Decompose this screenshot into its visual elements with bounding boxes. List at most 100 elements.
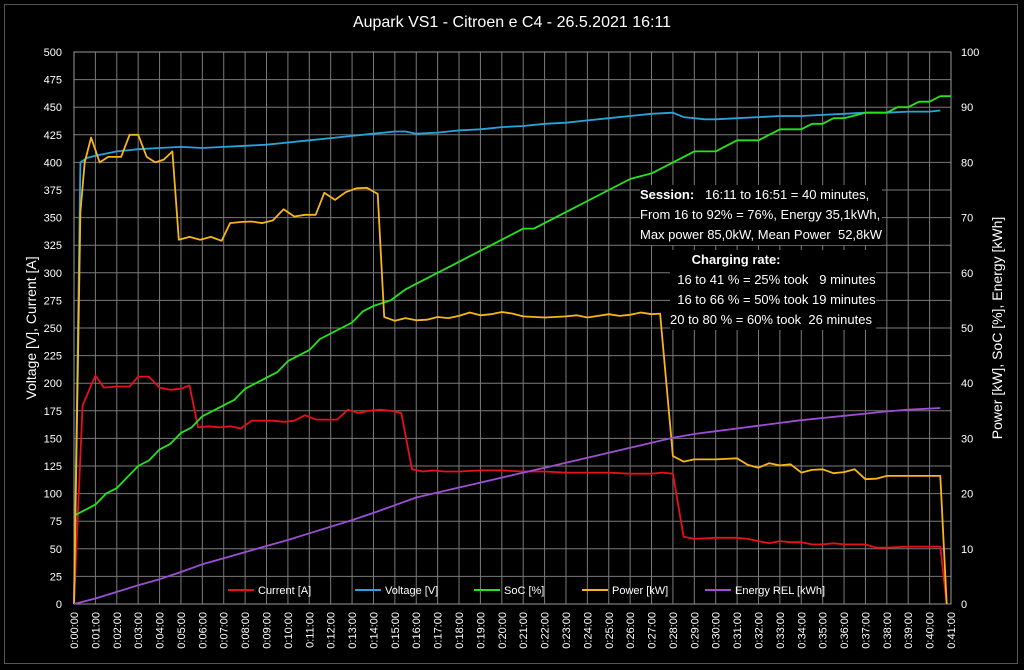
session-note: Session: 16:11 to 16:51 = 40 minutes, Fr… bbox=[640, 185, 883, 245]
y-left-tick-label: 425 bbox=[44, 130, 62, 142]
x-tick-label: 0:12:00 bbox=[326, 612, 338, 649]
y-left-tick-label: 300 bbox=[44, 268, 62, 280]
x-ticks: 0:00:00 0:01:00 0:02:00 0:03:00 0:04:00 0:05:… bbox=[69, 612, 958, 649]
x-tick-label: 0:28:00 bbox=[668, 612, 680, 649]
y-right-tick-label: 10 bbox=[961, 544, 973, 556]
x-tick-label: 0:30:00 bbox=[711, 612, 723, 649]
y-left-tick-label: 50 bbox=[50, 544, 62, 556]
series-line-voltage-v bbox=[73, 109, 941, 605]
x-tick-label: 0:32:00 bbox=[753, 612, 765, 649]
x-tick-label: 0:16:00 bbox=[411, 612, 423, 649]
legend-label-energy-rel-kwh: Energy REL [kWh] bbox=[735, 585, 825, 597]
series-line-energy-rel-kwh bbox=[73, 407, 941, 605]
legend-label-soc: SoC [%] bbox=[504, 585, 544, 597]
session-line-1: 16:11 to 16:51 = 40 minutes, bbox=[705, 187, 870, 202]
x-tick-label: 0:27:00 bbox=[647, 612, 659, 649]
y-axis-right-label: Power [kW], SoC [%], Energy [kWh] bbox=[989, 217, 1005, 440]
x-tick-label: 0:37:00 bbox=[860, 612, 872, 649]
y-axis-left-label: Voltage [V], Current [A] bbox=[23, 256, 39, 399]
x-tick-label: 0:04:00 bbox=[155, 612, 167, 649]
x-tick-label: 0:38:00 bbox=[882, 612, 894, 649]
y-left-tick-label: 100 bbox=[44, 489, 62, 501]
y-right-tick-label: 80 bbox=[961, 157, 973, 169]
x-tick-label: 0:00:00 bbox=[69, 612, 81, 649]
x-tick-label: 0:07:00 bbox=[219, 612, 231, 649]
rate-label: Charging rate: bbox=[691, 252, 781, 267]
legend-label-power-kw: Power [kW] bbox=[612, 585, 668, 597]
x-tick-label: 0:21:00 bbox=[518, 612, 530, 649]
x-tick-label: 0:31:00 bbox=[732, 612, 744, 649]
x-tick-label: 0:08:00 bbox=[240, 612, 252, 649]
legend-label-current-a: Current [A] bbox=[258, 585, 311, 597]
chart-frame bbox=[4, 4, 1018, 664]
x-tick-label: 0:26:00 bbox=[625, 612, 637, 649]
x-tick-label: 0:10:00 bbox=[283, 612, 295, 649]
y-left-tick-label: 175 bbox=[44, 406, 62, 418]
y-left-tick-label: 500 bbox=[44, 47, 62, 59]
rate-line-2: 16 to 66 % = 50% took 19 minutes bbox=[677, 292, 876, 307]
x-tick-label: 0:13:00 bbox=[347, 612, 359, 649]
x-tick-label: 0:18:00 bbox=[454, 612, 466, 649]
y-left-tick-label: 275 bbox=[44, 295, 62, 307]
session-line-3: Max power 85,0kW, Mean Power 52,8kW bbox=[640, 227, 883, 242]
y-left-ticks: 0 25 50 75 100 125 150 175 200 225 250 275 300 325 350… bbox=[44, 47, 62, 611]
x-tick-label: 0:03:00 bbox=[133, 612, 145, 649]
x-tick-label: 0:39:00 bbox=[903, 612, 915, 649]
x-tick-label: 0:09:00 bbox=[262, 612, 274, 649]
rate-line-1: 16 to 41 % = 25% took 9 minutes bbox=[677, 272, 876, 287]
x-tick-label: 0:23:00 bbox=[561, 612, 573, 649]
x-tick-label: 0:20:00 bbox=[497, 612, 509, 649]
grid bbox=[73, 51, 952, 605]
x-tick-label: 0:36:00 bbox=[839, 612, 851, 649]
x-tick-label: 0:15:00 bbox=[390, 612, 402, 649]
session-line-2: From 16 to 92% = 76%, Energy 35,1kWh, bbox=[640, 207, 881, 222]
y-left-tick-label: 225 bbox=[44, 351, 62, 363]
y-left-tick-label: 25 bbox=[50, 571, 62, 583]
x-tick-label: 0:25:00 bbox=[604, 612, 616, 649]
series-line-current-a bbox=[73, 374, 948, 605]
y-left-tick-label: 75 bbox=[50, 516, 62, 528]
x-tick-label: 0:34:00 bbox=[796, 612, 808, 649]
session-label: Session: bbox=[640, 187, 695, 202]
rate-line-3: 20 to 80 % = 60% took 26 minutes bbox=[670, 312, 872, 327]
y-left-tick-label: 150 bbox=[44, 433, 62, 445]
y-left-tick-label: 350 bbox=[44, 213, 62, 225]
y-left-tick-label: 125 bbox=[44, 461, 62, 473]
y-left-tick-label: 375 bbox=[44, 185, 62, 197]
x-tick-label: 0:19:00 bbox=[475, 612, 487, 649]
y-left-tick-label: 0 bbox=[56, 599, 62, 611]
x-tick-label: 0:41:00 bbox=[946, 612, 958, 649]
y-left-tick-label: 325 bbox=[44, 240, 62, 252]
chart-title: Aupark VS1 - Citroen e C4 - 26.5.2021 16… bbox=[353, 14, 671, 31]
series-group bbox=[73, 95, 951, 605]
x-tick-label: 0:01:00 bbox=[90, 612, 102, 649]
series-line-soc bbox=[73, 95, 951, 517]
y-right-tick-label: 50 bbox=[961, 323, 973, 335]
x-tick-label: 0:24:00 bbox=[582, 612, 594, 649]
y-left-tick-label: 250 bbox=[44, 323, 62, 335]
y-right-tick-label: 20 bbox=[961, 489, 973, 501]
x-tick-label: 0:33:00 bbox=[775, 612, 787, 649]
y-left-tick-label: 200 bbox=[44, 378, 62, 390]
x-tick-label: 0:29:00 bbox=[689, 612, 701, 649]
y-right-tick-label: 100 bbox=[961, 47, 979, 59]
plot-border bbox=[73, 51, 952, 605]
y-right-tick-label: 40 bbox=[961, 378, 973, 390]
x-tick-label: 0:05:00 bbox=[176, 612, 188, 649]
y-right-tick-label: 30 bbox=[961, 433, 973, 445]
y-left-tick-label: 400 bbox=[44, 157, 62, 169]
x-tick-label: 0:02:00 bbox=[112, 612, 124, 649]
series-line-power-kw bbox=[73, 133, 948, 605]
x-tick-label: 0:06:00 bbox=[197, 612, 209, 649]
y-right-tick-label: 0 bbox=[961, 599, 967, 611]
legend-label-voltage-v: Voltage [V] bbox=[385, 585, 438, 597]
x-tick-label: 0:14:00 bbox=[368, 612, 380, 649]
legend: Current [A] Voltage [V] SoC [%] Power [kW] E… bbox=[228, 585, 825, 597]
y-left-tick-label: 450 bbox=[44, 102, 62, 114]
x-tick-label: 0:35:00 bbox=[818, 612, 830, 649]
y-right-tick-label: 60 bbox=[961, 268, 973, 280]
charging-rate-note: Charging rate: 16 to 41 % = 25% took 9 m… bbox=[670, 250, 876, 330]
y-right-tick-label: 70 bbox=[961, 213, 973, 225]
x-tick-label: 0:40:00 bbox=[925, 612, 937, 649]
x-tick-label: 0:22:00 bbox=[540, 612, 552, 649]
